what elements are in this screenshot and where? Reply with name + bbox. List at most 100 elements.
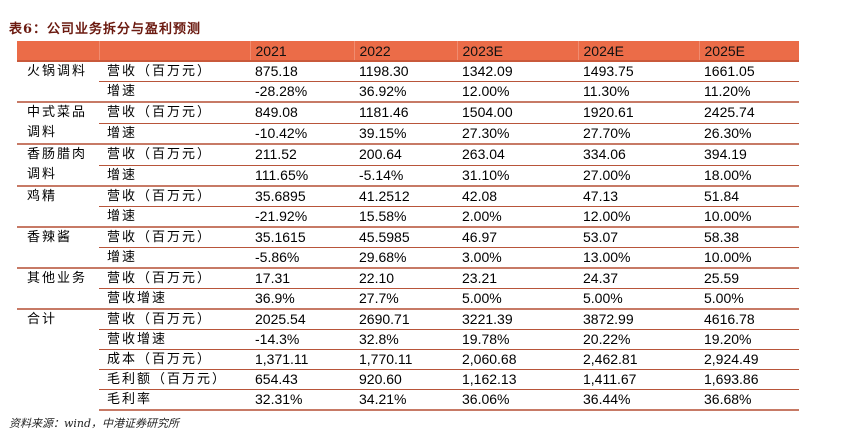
value-cell: 36.92% — [354, 81, 457, 102]
value-cell: 4616.78 — [699, 308, 799, 330]
value-cell: 2690.71 — [354, 308, 457, 330]
metric-cell: 营收增速 — [99, 329, 250, 350]
table-row: 香肠腊肉调料 营收（百万元） 211.52 200.64 263.04 334.06 394… — [17, 143, 799, 186]
table-row: 火锅调料 营收（百万元） 875.18 1198.30 1342.09 1493.75 16… — [17, 60, 799, 102]
category-cell: 香肠腊肉调料 — [17, 143, 99, 186]
value-cell: 26.30% — [699, 122, 799, 144]
value-cell: 394.19 — [699, 143, 799, 165]
value-cell: 654.43 — [250, 369, 354, 390]
value-cell: 19.78% — [457, 329, 578, 350]
category-cell: 其他业务 — [17, 267, 99, 309]
table-row: 毛利率 32.31% 34.21% 36.06% 36.44% 36.68% — [17, 389, 799, 411]
value-cell: 3872.99 — [578, 308, 699, 330]
value-cell: 15.58% — [354, 206, 457, 227]
value-cell: 875.18 — [250, 60, 354, 82]
table-body: 火锅调料 营收（百万元） 875.18 1198.30 1342.09 1493.75 16… — [17, 60, 799, 411]
value-cell: 1,411.67 — [578, 369, 699, 390]
value-cell: 25.59 — [699, 267, 799, 289]
metric-cell: 营收（百万元） — [99, 185, 250, 207]
value-cell: 10.00% — [699, 247, 799, 268]
value-cell: 263.04 — [457, 143, 578, 165]
value-cell: -28.28% — [250, 81, 354, 102]
value-cell: 23.21 — [457, 267, 578, 289]
header-cell-2021: 2021 — [249, 41, 354, 62]
value-cell: 2025.54 — [250, 308, 354, 330]
metric-cell: 成本（百万元） — [99, 349, 250, 370]
table-row: 毛利额（百万元） 654.43 920.60 1,162.13 1,411.67 1,69… — [17, 369, 799, 390]
value-cell: 20.22% — [578, 329, 699, 350]
value-cell: 200.64 — [354, 143, 457, 165]
forecast-table: 2021 2022 2023E 2024E 2025E 火锅调料 营收（百万元） 8… — [17, 41, 799, 411]
value-cell: -10.42% — [250, 122, 354, 144]
value-cell: 1661.05 — [699, 60, 799, 82]
value-cell: 1181.46 — [354, 101, 457, 123]
metric-cell: 增速 — [99, 206, 250, 227]
metric-cell: 营收增速 — [99, 288, 250, 309]
header-cell-2022: 2022 — [353, 41, 457, 62]
table-row: 增速 -21.92% 15.58% 2.00% 12.00% 10.00% — [17, 206, 799, 227]
category-cell: 合计 — [17, 308, 99, 410]
value-cell: 3.00% — [457, 247, 578, 268]
value-cell: 1920.61 — [578, 101, 699, 123]
value-cell: 39.15% — [354, 122, 457, 144]
value-cell: 42.08 — [457, 185, 578, 207]
table-row: 其他业务 营收（百万元） 17.31 22.10 23.21 24.37 25.59 — [17, 267, 799, 309]
value-cell: 1198.30 — [354, 60, 457, 82]
value-cell: 36.68% — [699, 389, 799, 411]
value-cell: 1,162.13 — [457, 369, 578, 390]
value-cell: -5.86% — [250, 247, 354, 268]
table-row: 中式菜品调料 营收（百万元） 849.08 1181.46 1504.00 1920.61… — [17, 101, 799, 144]
metric-cell: 增速 — [99, 247, 250, 268]
header-cell-2025e: 2025E — [698, 41, 799, 62]
metric-cell: 增速 — [99, 122, 250, 144]
value-cell: 2425.74 — [699, 101, 799, 123]
category-cell: 中式菜品调料 — [17, 101, 99, 144]
metric-cell: 毛利额（百万元） — [99, 369, 250, 390]
value-cell: -5.14% — [354, 164, 457, 186]
value-cell: 35.6895 — [250, 185, 354, 207]
value-cell: 47.13 — [578, 185, 699, 207]
category-cell: 火锅调料 — [17, 60, 99, 102]
value-cell: 12.00% — [457, 81, 578, 102]
value-cell: 211.52 — [250, 143, 354, 165]
value-cell: 2,060.68 — [457, 349, 578, 370]
value-cell: 11.20% — [699, 81, 799, 102]
value-cell: 35.1615 — [250, 226, 354, 248]
value-cell: 920.60 — [354, 369, 457, 390]
table-row: 增速 111.65% -5.14% 31.10% 27.00% 18.00% — [17, 164, 799, 186]
header-cell-2023e: 2023E — [456, 41, 578, 62]
value-cell: 51.84 — [699, 185, 799, 207]
metric-cell: 营收（百万元） — [99, 60, 250, 82]
value-cell: 45.5985 — [354, 226, 457, 248]
value-cell: 111.65% — [250, 164, 354, 186]
metric-cell: 营收（百万元） — [99, 101, 250, 123]
table-title: 表6：公司业务拆分与盈利预测 — [9, 22, 202, 37]
value-cell: 32.31% — [250, 389, 354, 411]
value-cell: 46.97 — [457, 226, 578, 248]
value-cell: 18.00% — [699, 164, 799, 186]
table-row: 增速 -5.86% 29.68% 3.00% 13.00% 10.00% — [17, 247, 799, 268]
metric-cell: 营收（百万元） — [99, 308, 250, 330]
header-cell-metric — [98, 41, 250, 62]
value-cell: 13.00% — [578, 247, 699, 268]
metric-cell: 增速 — [99, 81, 250, 102]
value-cell: 3221.39 — [457, 308, 578, 330]
value-cell: 41.2512 — [354, 185, 457, 207]
table-row: 增速 -10.42% 39.15% 27.30% 27.70% 26.30% — [17, 122, 799, 144]
metric-cell: 毛利率 — [99, 389, 250, 411]
header-cell-2024e: 2024E — [577, 41, 699, 62]
value-cell: 1,770.11 — [354, 349, 457, 370]
table-row: 合计 营收（百万元） 2025.54 2690.71 3221.39 3872.99 461… — [17, 308, 799, 410]
table-row: 营收增速 -14.3% 32.8% 19.78% 20.22% 19.20% — [17, 329, 799, 350]
value-cell: 1,693.86 — [699, 369, 799, 390]
value-cell: 2,924.49 — [699, 349, 799, 370]
metric-cell: 增速 — [99, 164, 250, 186]
table-row: 成本（百万元） 1,371.11 1,770.11 2,060.68 2,462.81 2… — [17, 349, 799, 370]
value-cell: 2.00% — [457, 206, 578, 227]
value-cell: 1342.09 — [457, 60, 578, 82]
table-row: 营收增速 36.9% 27.7% 5.00% 5.00% 5.00% — [17, 288, 799, 309]
value-cell: 31.10% — [457, 164, 578, 186]
table-row: 鸡精 营收（百万元） 35.6895 41.2512 42.08 47.13 51.84 — [17, 185, 799, 227]
value-cell: 27.00% — [578, 164, 699, 186]
value-cell: 27.70% — [578, 122, 699, 144]
